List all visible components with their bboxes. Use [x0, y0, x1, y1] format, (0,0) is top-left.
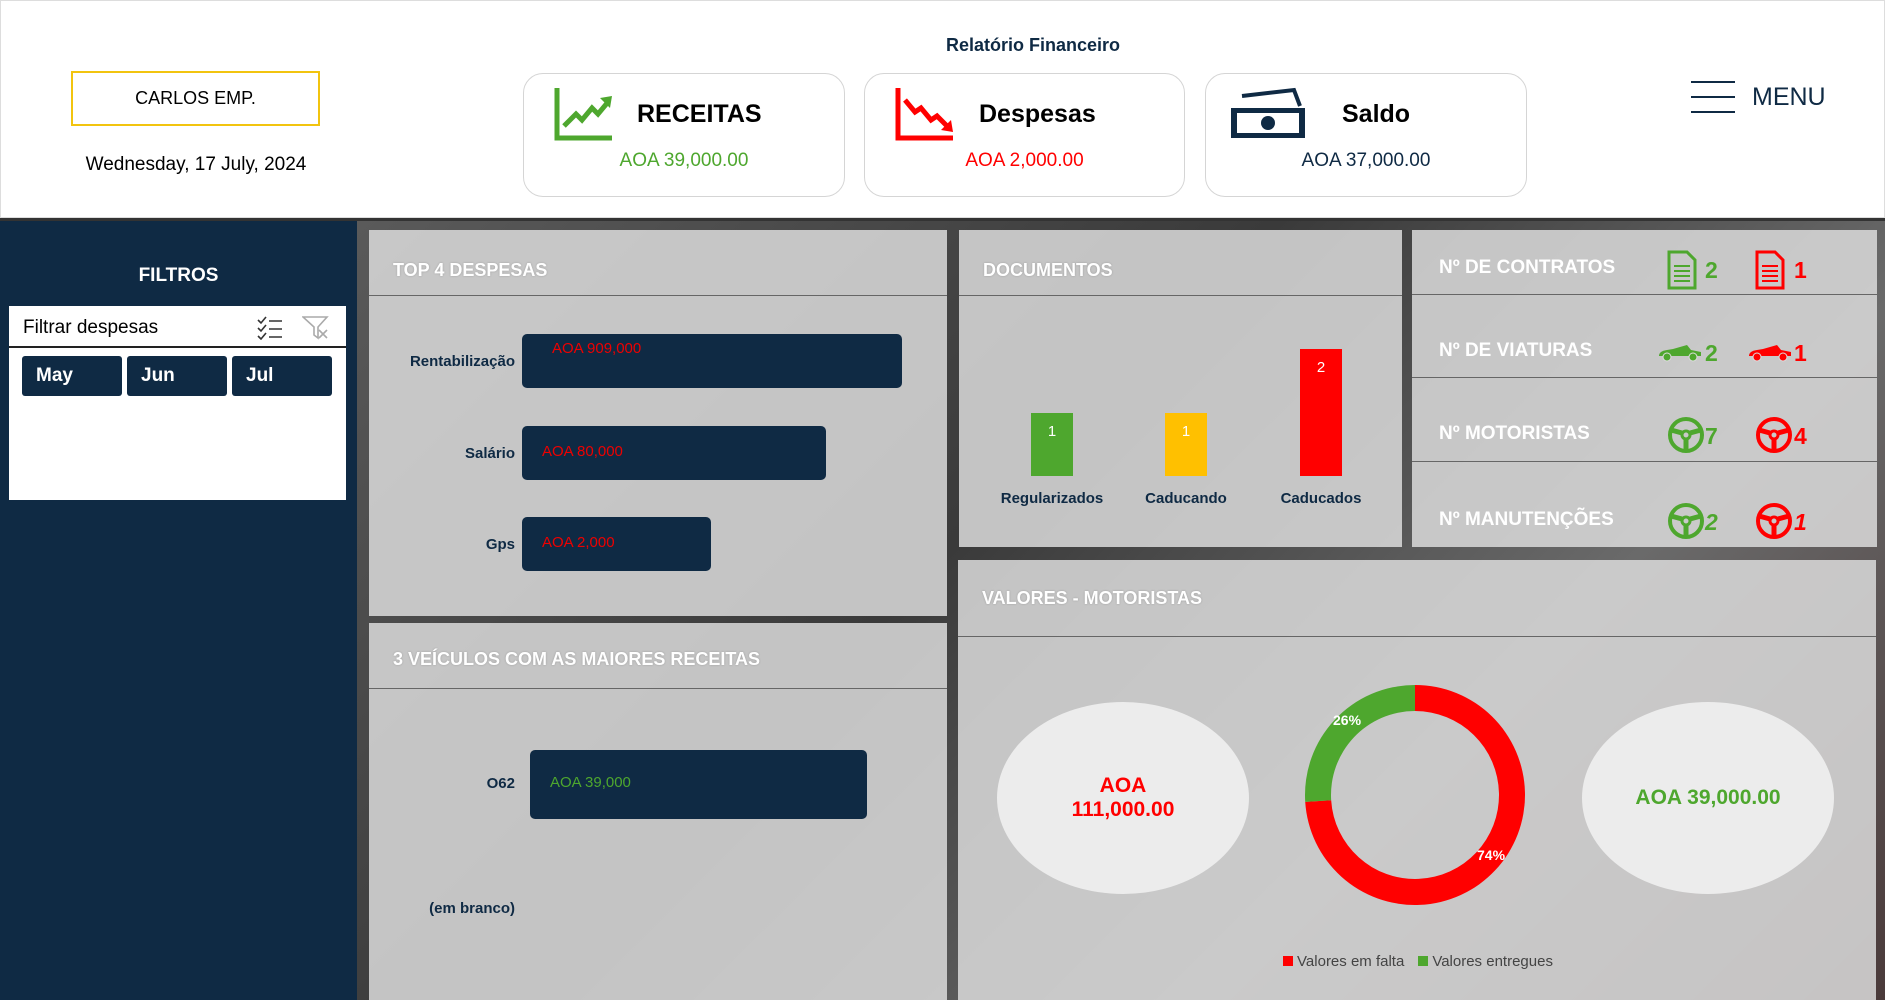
inactive-count: 1 — [1794, 257, 1807, 283]
count-label: Nº DE CONTRATOS — [1439, 257, 1616, 278]
column-bar: 1 — [1031, 412, 1073, 476]
sidebar: FILTROS Filtrar despesas May Jun Jul — [0, 218, 357, 1000]
bar-label: Rentabilização — [409, 353, 515, 370]
money-icon — [1231, 87, 1305, 138]
slicer-title: Filtrar despesas — [23, 317, 159, 338]
slicer-option-jun[interactable]: Jun — [127, 356, 227, 396]
donut-slice — [1305, 685, 1415, 802]
legend-label: Valores em falta — [1297, 953, 1405, 970]
receitas-value: AOA 39,000.00 — [619, 150, 749, 171]
active-count: 2 — [1705, 340, 1718, 366]
panel-title: 3 VEÍCULOS COM AS MAIORES RECEITAS — [369, 623, 947, 689]
count-row — [1412, 295, 1877, 378]
inactive-count: 1 — [1794, 340, 1807, 366]
report-title: Relatório Financeiro — [945, 35, 1121, 55]
chart-legend: Valores em falta Valores entregues — [1268, 953, 1568, 970]
chart-up-icon — [554, 88, 612, 141]
car-icon — [1747, 342, 1793, 367]
bar-label: O62 — [486, 775, 515, 792]
bar-label: Salário — [464, 445, 515, 462]
active-count: 7 — [1705, 423, 1718, 449]
menu-label: MENU — [1752, 83, 1826, 111]
slicer-option-jul[interactable]: Jul — [232, 356, 332, 396]
panel-title: TOP 4 DESPESAS — [369, 230, 947, 296]
documents-panel: DOCUMENTOS 1 Regularizados 1 Caducando 2 Cadu… — [959, 230, 1402, 547]
column-label: Caducando — [1145, 490, 1227, 507]
count-label: Nº MANUTENÇÕES — [1439, 509, 1614, 530]
steering-wheel-icon — [1755, 502, 1793, 545]
document-icon — [1755, 250, 1785, 295]
slicer-option-may[interactable]: May — [22, 356, 122, 396]
column-bar: 1 — [1165, 412, 1207, 476]
despesas-label: Despesas — [979, 100, 1096, 128]
receitas-card: RECEITAS AOA 39,000.00 — [523, 73, 845, 197]
steering-wheel-icon — [1667, 502, 1705, 545]
donut-chart: 74% 26% — [1305, 685, 1525, 905]
column-label: Caducados — [1280, 490, 1362, 507]
slice-label: 74% — [1477, 847, 1506, 863]
steering-wheel-icon — [1755, 416, 1793, 459]
bar: AOA 80,000 — [522, 426, 827, 480]
steering-wheel-icon — [1667, 416, 1705, 459]
active-count: 2 — [1705, 509, 1718, 535]
legend-item: Valores em falta — [1283, 953, 1404, 970]
saldo-value: AOA 37,000.00 — [1301, 150, 1431, 171]
legend-item: Valores entregues — [1418, 953, 1553, 970]
hamburger-icon — [1691, 81, 1735, 126]
bar-label: Gps — [485, 536, 515, 553]
counts-panel: Nº DE CONTRATOS 2 1 Nº DE VIATURAS 2 1 N… — [1412, 230, 1877, 547]
top-vehicles-panel: 3 VEÍCULOS COM AS MAIORES RECEITAS O62 A… — [369, 623, 947, 1000]
despesas-value: AOA 2,000.00 — [965, 150, 1084, 171]
inactive-count: 4 — [1794, 423, 1807, 449]
count-label: Nº MOTORISTAS — [1439, 423, 1590, 444]
active-count: 2 — [1705, 257, 1718, 283]
count-row — [1412, 230, 1877, 295]
delivered-values-bubble: AOA 39,000.00 — [1582, 702, 1834, 894]
menu-button[interactable]: MENU — [1691, 79, 1841, 119]
despesas-card: Despesas AOA 2,000.00 — [864, 73, 1185, 197]
legend-label: Valores entregues — [1432, 953, 1553, 970]
saldo-label: Saldo — [1342, 100, 1411, 128]
column-label: Regularizados — [1000, 490, 1104, 507]
top-expenses-panel: TOP 4 DESPESAS Rentabilização AOA 909,000… — [369, 230, 947, 616]
car-icon — [1657, 342, 1703, 367]
clear-filter-icon[interactable] — [302, 315, 330, 341]
document-icon — [1667, 250, 1697, 295]
chart-down-icon — [895, 88, 953, 141]
receitas-label: RECEITAS — [637, 100, 762, 128]
report-date: Wednesday, 17 July, 2024 — [85, 154, 307, 175]
count-row — [1412, 462, 1877, 547]
company-name: CARLOS EMP. — [71, 71, 320, 126]
bar: AOA 39,000 — [530, 750, 867, 819]
bar: AOA 909,000 — [522, 334, 903, 388]
count-row — [1412, 378, 1877, 462]
saldo-card: Saldo AOA 37,000.00 — [1205, 73, 1527, 197]
panel-title: VALORES - MOTORISTAS — [958, 560, 1876, 637]
inactive-count: 1 — [1794, 509, 1807, 535]
bar-label: (em branco) — [429, 900, 515, 917]
filters-title: FILTROS — [138, 265, 219, 286]
missing-values-bubble: AOA 111,000.00 — [997, 702, 1249, 894]
expense-slicer: Filtrar despesas May Jun Jul — [9, 306, 346, 500]
multi-select-icon[interactable] — [257, 316, 283, 340]
header: Relatório Financeiro CARLOS EMP. Wednesd… — [0, 0, 1885, 218]
bar: AOA 2,000 — [522, 517, 712, 571]
count-label: Nº DE VIATURAS — [1439, 340, 1593, 361]
panel-title: DOCUMENTOS — [959, 230, 1402, 296]
slice-label: 26% — [1333, 712, 1362, 728]
driver-values-panel: VALORES - MOTORISTAS AOA 111,000.00 AOA … — [958, 560, 1876, 1000]
column-bar: 2 — [1300, 349, 1342, 476]
